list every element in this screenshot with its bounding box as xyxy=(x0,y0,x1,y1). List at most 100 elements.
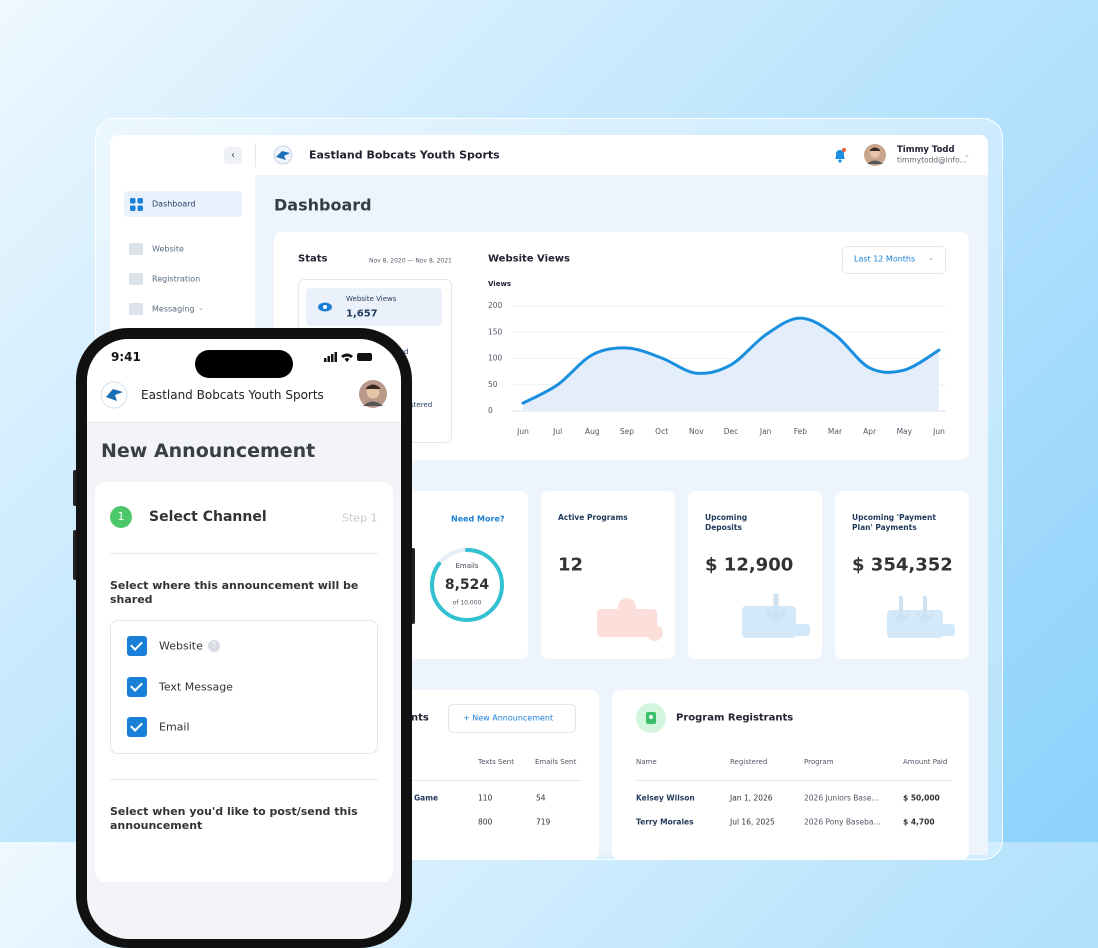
phone-button xyxy=(73,470,77,506)
page-title: Dashboard xyxy=(274,195,372,215)
phone-button xyxy=(73,530,77,580)
step-label: Step 1 xyxy=(342,511,378,525)
sidebar-item[interactable]: Messaging xyxy=(152,304,195,314)
range-dropdown-label[interactable]: Last 12 Months xyxy=(854,254,916,264)
cell: 2026 Pony Baseba... xyxy=(804,817,881,827)
stat-card xyxy=(688,491,822,659)
channel-options xyxy=(110,620,378,754)
checkbox[interactable] xyxy=(127,717,147,737)
x-tick-label: Jun xyxy=(516,427,529,436)
y-tick-label: 0 xyxy=(488,406,493,415)
range-dropdown[interactable] xyxy=(842,246,946,274)
column-header: Name xyxy=(636,758,657,766)
phone-button xyxy=(411,548,415,624)
stats-title: Stats xyxy=(298,253,328,265)
card-title: Upcoming 'Payment Plan' Payments xyxy=(852,513,936,532)
help-icon[interactable]: ? xyxy=(208,640,220,652)
row-divider xyxy=(636,780,952,781)
area xyxy=(523,318,939,411)
cell: 2026 Juniors Base... xyxy=(804,793,879,803)
y-tick-label: 50 xyxy=(488,380,498,389)
x-tick-label: Sep xyxy=(620,427,634,436)
stats-date-range: Nov 8, 2020 — Nov 8, 2021 xyxy=(369,257,452,265)
channel-label[interactable]: Website xyxy=(159,639,203,653)
phone-org-name: Eastland Bobcats Youth Sports xyxy=(141,388,324,402)
sidebar-active[interactable] xyxy=(124,191,242,217)
deposits-illustration xyxy=(742,594,810,638)
sidebar-item[interactable]: Registration xyxy=(152,274,201,284)
card-value: 12 xyxy=(558,554,584,576)
column-header: Emails Sent xyxy=(535,758,577,766)
step-number: 1 xyxy=(110,506,132,528)
emails-ring xyxy=(430,548,504,622)
x-tick-label: Dec xyxy=(724,427,739,436)
step-title: Select Channel xyxy=(149,509,267,525)
ring-max: of 10,000 xyxy=(452,599,482,607)
x-tick-label: Jan xyxy=(759,427,772,436)
caret: ⌄ xyxy=(928,254,934,262)
caret: ⌄ xyxy=(198,304,204,312)
cell: 110 xyxy=(478,793,493,803)
collapse-button[interactable]: ‹ xyxy=(224,147,242,164)
cell: $ 50,000 xyxy=(903,793,940,803)
schedule-prompt: Select when you'd like to post/send this… xyxy=(110,805,358,832)
user-name: Timmy Todd xyxy=(897,145,955,155)
user-avatar[interactable] xyxy=(864,144,886,166)
sidebar-item[interactable]: Dashboard xyxy=(152,199,196,209)
row-divider xyxy=(410,780,582,781)
bell-icon[interactable] xyxy=(833,147,847,163)
x-tick-label: Nov xyxy=(689,427,704,436)
x-tick-label: Oct xyxy=(655,427,668,436)
stat-card xyxy=(835,491,969,659)
cell: Jan 1, 2026 xyxy=(730,793,773,803)
card-value: $ 354,352 xyxy=(852,554,953,576)
line xyxy=(521,316,941,405)
sidebar-item[interactable]: Website xyxy=(152,244,184,254)
dynamic-island xyxy=(195,350,293,378)
channel-label[interactable]: Text Message xyxy=(159,680,233,694)
cell: Game xyxy=(414,793,439,803)
cell: 54 xyxy=(536,793,546,803)
logo xyxy=(273,145,293,165)
column-header: Texts Sent xyxy=(478,758,514,766)
x-tick-label: Apr xyxy=(863,427,877,436)
cell: Jul 16, 2025 xyxy=(730,817,775,827)
button-label[interactable]: + New Announcement xyxy=(463,713,554,723)
channel-label[interactable]: Email xyxy=(159,720,190,734)
column-header: Program xyxy=(804,758,834,766)
checkbox[interactable] xyxy=(127,636,147,656)
registration-icon xyxy=(129,273,143,285)
phone-avatar[interactable] xyxy=(359,380,387,408)
column-header: Registered xyxy=(730,758,768,766)
registrants-icon xyxy=(636,703,666,733)
stat-value: 1,657 xyxy=(346,308,378,320)
divider xyxy=(110,779,378,780)
x-tick-label: Feb xyxy=(794,427,808,436)
need-more-link[interactable]: Need More? xyxy=(451,514,505,524)
status-icons xyxy=(324,352,372,362)
x-tick-label: Aug xyxy=(585,427,600,436)
page: { "header": {"org_name": "Eastland Bobca… xyxy=(0,0,1098,842)
registrants-panel xyxy=(612,690,969,860)
ring-value: 8,524 xyxy=(444,577,490,593)
phone-title: New Announcement xyxy=(101,440,316,462)
y-tick-label: 200 xyxy=(488,301,503,310)
x-tick-label: May xyxy=(897,427,913,436)
eye-icon xyxy=(318,302,332,312)
ring-progress xyxy=(430,548,504,622)
card-title: Upcoming Deposits xyxy=(705,513,748,532)
checkbox[interactable] xyxy=(127,677,147,697)
y-tick-label: 100 xyxy=(488,354,503,363)
panel-title: Program Registrants xyxy=(676,712,794,724)
stat-label-partial: stered xyxy=(410,401,433,409)
new-announcement-button[interactable] xyxy=(448,704,576,733)
dashboard-icon xyxy=(130,198,143,211)
user-menu-caret[interactable]: ⌄ xyxy=(964,151,970,159)
cell: 800 xyxy=(478,817,493,827)
x-tick-label: Jul xyxy=(552,427,562,436)
programs-illustration xyxy=(597,598,663,641)
status-time: 9:41 xyxy=(111,350,141,364)
website-icon xyxy=(129,243,143,255)
screenshot: ‹ Eastland Bobcats Youth Sports Timmy To… xyxy=(0,0,1098,842)
divider xyxy=(110,553,378,554)
